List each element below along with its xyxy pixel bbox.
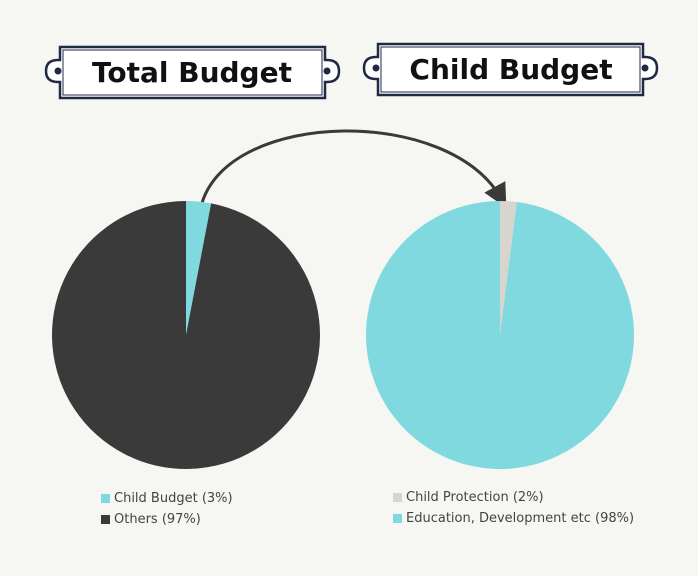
legend-item: Child Budget (3%) bbox=[101, 488, 233, 509]
pie-slice-1-1 bbox=[366, 201, 635, 470]
legend-label: Others (97%) bbox=[114, 512, 201, 527]
pie-slice-1-0 bbox=[500, 201, 517, 335]
legend-child: Child Protection (2%) Education, Developm… bbox=[393, 487, 634, 529]
legend-total: Child Budget (3%) Others (97%) bbox=[101, 488, 233, 530]
pie-slice-0-1 bbox=[52, 201, 321, 469]
chart-title-total: Total Budget bbox=[92, 56, 292, 89]
banner-dot-icon bbox=[54, 67, 62, 75]
legend-item: Education, Development etc (98%) bbox=[393, 508, 634, 529]
pie-chart-total bbox=[52, 201, 321, 469]
legend-swatch bbox=[101, 494, 110, 503]
title-banner-child: Child Budget bbox=[362, 42, 659, 97]
legend-item: Child Protection (2%) bbox=[393, 487, 634, 508]
legend-label: Child Protection (2%) bbox=[406, 490, 544, 505]
legend-swatch bbox=[101, 515, 110, 524]
connector-arrow bbox=[200, 129, 507, 208]
banner-dot-icon bbox=[372, 64, 380, 72]
pie-slice-0-0 bbox=[186, 201, 212, 335]
pie-chart-child bbox=[366, 201, 635, 470]
legend-item: Others (97%) bbox=[101, 509, 233, 530]
legend-swatch bbox=[393, 514, 402, 523]
banner-dot-icon bbox=[323, 67, 331, 75]
legend-label: Child Budget (3%) bbox=[114, 491, 233, 506]
legend-swatch bbox=[393, 493, 402, 502]
banner-dot-icon bbox=[641, 64, 649, 72]
chart-title-child: Child Budget bbox=[409, 53, 612, 86]
legend-label: Education, Development etc (98%) bbox=[406, 511, 635, 526]
title-banner-total: Total Budget bbox=[44, 45, 341, 100]
